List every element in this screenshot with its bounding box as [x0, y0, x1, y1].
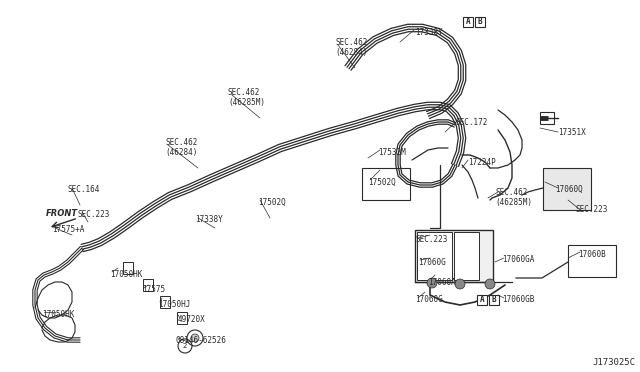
Text: FRONT: FRONT	[46, 209, 78, 218]
Text: SEC.223: SEC.223	[575, 205, 607, 214]
Text: SEC.223: SEC.223	[415, 235, 447, 244]
Text: 17224P: 17224P	[468, 158, 496, 167]
Bar	[475, 17, 485, 27]
Text: 17351X: 17351X	[558, 128, 586, 137]
Bar	[417, 232, 452, 280]
Bar	[160, 296, 170, 308]
Text: 17060GA: 17060GA	[502, 255, 534, 264]
Text: SEC.462
(46284): SEC.462 (46284)	[335, 38, 367, 57]
Circle shape	[427, 278, 437, 288]
Bar	[540, 112, 554, 124]
Text: 17575: 17575	[142, 285, 165, 294]
Bar	[477, 295, 487, 305]
Text: SEC.462
(46285M): SEC.462 (46285M)	[228, 88, 265, 108]
Text: 17060GB: 17060GB	[502, 295, 534, 304]
Bar	[543, 168, 591, 210]
Text: SEC.462
(46285M): SEC.462 (46285M)	[495, 188, 532, 208]
Bar	[568, 245, 616, 277]
Bar	[362, 168, 410, 200]
Text: 17338Y: 17338Y	[195, 215, 223, 224]
Text: 17050HK: 17050HK	[110, 270, 142, 279]
Text: 17050HK: 17050HK	[42, 310, 74, 319]
Text: B: B	[492, 295, 496, 305]
Circle shape	[485, 279, 495, 289]
Text: 17502Q: 17502Q	[368, 178, 396, 187]
Text: 17060A: 17060A	[428, 278, 456, 287]
Bar	[463, 17, 473, 27]
Text: 17060Q: 17060Q	[555, 185, 583, 194]
Text: 17532M: 17532M	[378, 148, 406, 157]
Text: 49720X: 49720X	[178, 315, 205, 324]
Text: 17060G: 17060G	[415, 295, 443, 304]
Text: 08146-62526: 08146-62526	[175, 336, 226, 345]
Text: SEC.223: SEC.223	[78, 210, 110, 219]
Bar	[415, 230, 493, 282]
Text: A: A	[480, 295, 484, 305]
Text: 17502Q: 17502Q	[258, 198, 285, 207]
Text: B: B	[477, 17, 483, 26]
Text: 2: 2	[183, 343, 187, 349]
Text: SEC.172: SEC.172	[455, 118, 488, 127]
Text: 17060B: 17060B	[578, 250, 605, 259]
Text: SEC.164: SEC.164	[68, 185, 100, 194]
Text: J173025C: J173025C	[592, 358, 635, 367]
Bar	[454, 232, 479, 280]
Text: 17575+A: 17575+A	[52, 225, 84, 234]
Bar	[143, 279, 153, 291]
Circle shape	[455, 279, 465, 289]
Text: SEC.462
(46284): SEC.462 (46284)	[165, 138, 197, 157]
Text: 17050HJ: 17050HJ	[158, 300, 190, 309]
Circle shape	[191, 334, 199, 342]
Bar	[123, 262, 133, 274]
Text: 17338Y: 17338Y	[415, 28, 443, 37]
Bar	[177, 312, 187, 324]
Text: 17060G: 17060G	[418, 258, 445, 267]
Text: A: A	[466, 17, 470, 26]
Bar	[489, 295, 499, 305]
